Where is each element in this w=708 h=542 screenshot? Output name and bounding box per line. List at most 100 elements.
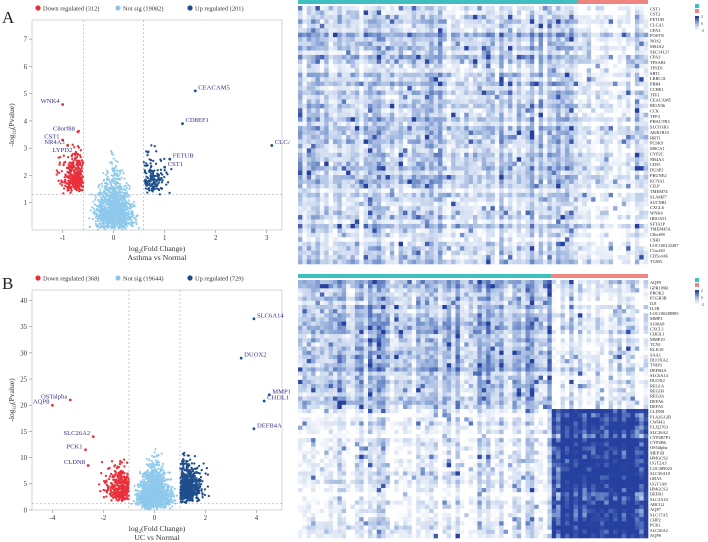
point-up-regulated: [201, 480, 204, 483]
x-axis-label-sub: 2: [138, 249, 141, 255]
heatmap-cell: [490, 37, 496, 42]
point-labeled-gene: [262, 399, 266, 403]
heatmap-cell: [302, 28, 308, 33]
heatmap-cell: [398, 32, 404, 38]
heatmap-cell: [608, 41, 614, 47]
point-up-regulated: [165, 183, 168, 186]
heatmap-cell: [306, 28, 312, 33]
heatmap-cell: [328, 46, 334, 51]
heatmap-cell: [302, 59, 308, 65]
heatmap-cell: [433, 32, 439, 38]
point-not-sig: [145, 496, 148, 499]
point-not-sig: [128, 187, 131, 191]
heatmap-cell: [359, 19, 364, 25]
heatmap-cell: [639, 23, 644, 29]
point-up-regulated: [153, 144, 156, 148]
heatmap-cell: [569, 32, 574, 38]
heatmap-cell: [534, 23, 539, 29]
heatmap-cell: [319, 6, 325, 11]
point-not-sig: [168, 486, 171, 489]
point-not-sig: [105, 169, 108, 172]
point-up-regulated: [199, 482, 203, 486]
point-up-regulated: [181, 475, 184, 479]
point-not-sig: [161, 465, 164, 468]
heatmap-cell: [403, 19, 408, 25]
heatmap-cell: [459, 28, 465, 33]
heatmap-cell: [346, 37, 351, 42]
heatmap-cell: [538, 54, 544, 60]
heatmap-cell: [302, 54, 308, 60]
heatmap-cell: [302, 10, 308, 16]
heatmap-cell: [604, 54, 609, 60]
heatmap-cell: [626, 14, 631, 20]
heatmap-cell: [556, 6, 561, 11]
heatmap-cell: [315, 54, 321, 60]
heatmap-cell: [538, 14, 544, 20]
heatmap-cell: [525, 54, 531, 60]
point-not-sig: [119, 203, 122, 206]
heatmap-cell: [639, 19, 644, 25]
point-not-sig: [109, 205, 112, 208]
point-not-sig: [118, 195, 121, 198]
point-not-sig: [112, 177, 115, 180]
heatmap-cell: [499, 41, 504, 47]
heatmap-cell: [534, 54, 539, 60]
point-down-regulated: [121, 496, 124, 499]
heatmap-cell: [512, 10, 518, 16]
heatmap-cell: [477, 6, 483, 11]
point-down-regulated: [65, 175, 68, 178]
point-labeled-gene: [84, 448, 87, 452]
point-not-sig: [109, 182, 112, 185]
heatmap-cell: [569, 23, 574, 29]
heatmap-cell: [477, 23, 483, 29]
heatmap-cell: [626, 54, 631, 60]
point-up-regulated: [150, 164, 153, 168]
heatmap-cell: [613, 37, 618, 42]
heatmap-cell: [521, 10, 526, 16]
point-down-regulated: [78, 154, 82, 157]
point-not-sig: [91, 218, 95, 221]
point-not-sig: [162, 500, 165, 503]
heatmap-cell: [543, 37, 548, 42]
heatmap-cell: [324, 59, 329, 65]
heatmap-cell: [376, 28, 382, 33]
point-down-regulated: [102, 496, 106, 499]
point-not-sig: [150, 479, 154, 482]
heatmap-cell: [319, 10, 325, 16]
gene-label: FETUB: [173, 153, 194, 160]
heatmap-cell: [411, 54, 417, 60]
point-not-sig: [114, 207, 118, 211]
point-not-sig: [113, 168, 116, 172]
heatmap-cell: [481, 6, 487, 11]
point-up-regulated: [198, 491, 201, 495]
heatmap-cell: [306, 59, 312, 65]
point-not-sig: [94, 222, 97, 225]
gene-label: CLCA1: [275, 139, 290, 146]
point-up-regulated: [147, 179, 151, 182]
heatmap-cell: [389, 14, 395, 20]
point-down-regulated: [69, 168, 73, 172]
gene-label: CD8EF1: [186, 117, 209, 124]
heatmap-cell: [433, 10, 439, 16]
heatmap-cell: [337, 59, 343, 65]
heatmap-cell: [621, 41, 627, 47]
point-not-sig: [101, 198, 104, 201]
heatmap-cell: [455, 54, 461, 60]
heatmap-cell: [582, 28, 588, 33]
point-down-regulated: [119, 472, 122, 476]
heatmap-cell: [551, 28, 557, 33]
point-not-sig: [127, 199, 131, 202]
heatmap-cell: [604, 50, 609, 56]
heatmap-cell: [420, 10, 426, 16]
point-not-sig: [168, 503, 171, 506]
heatmap-cell: [508, 10, 513, 16]
heatmap-cell: [416, 14, 421, 20]
point-not-sig: [102, 214, 105, 217]
heatmap-cell: [468, 37, 474, 42]
heatmap-cell: [599, 10, 605, 16]
heatmap-cell: [560, 32, 566, 38]
legend: Down regulated (312) Not sig (19082) Up re…: [35, 5, 244, 13]
heatmap-cell: [481, 41, 487, 47]
point-up-regulated: [183, 451, 186, 455]
heatmap-cell: [639, 28, 644, 33]
